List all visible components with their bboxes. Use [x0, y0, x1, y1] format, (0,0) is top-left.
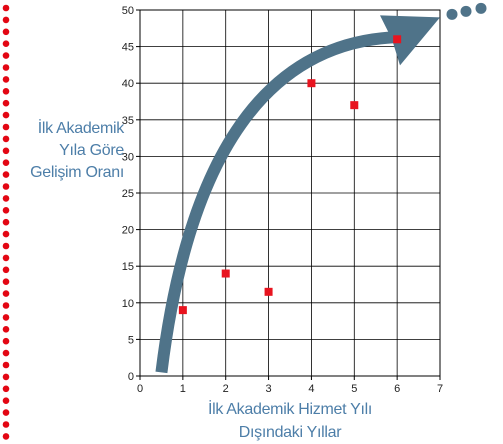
border-dot	[2, 40, 10, 47]
border-dot	[2, 218, 10, 226]
data-point	[350, 101, 359, 110]
y-tick-label: 0	[128, 371, 134, 383]
data-point	[264, 287, 273, 296]
border-dot	[2, 314, 10, 321]
data-point	[221, 269, 230, 278]
border-dot	[2, 135, 10, 143]
x-tick-label: 6	[394, 383, 400, 395]
y-tick-label: 50	[122, 5, 134, 17]
border-dot	[2, 290, 10, 297]
horizontal-gridlines	[140, 46, 440, 340]
border-dot	[2, 326, 10, 333]
data-points	[178, 35, 402, 315]
border-dot	[2, 230, 10, 238]
border-dot	[2, 421, 10, 428]
trend-arrow-shaft	[155, 31, 395, 374]
border-dot	[2, 16, 10, 24]
data-point	[178, 306, 187, 315]
border-dot	[2, 373, 10, 381]
border-dot	[2, 88, 10, 95]
y-tick-label: 25	[122, 188, 134, 200]
x-tick-label: 5	[351, 383, 357, 395]
border-dot	[2, 28, 10, 36]
y-axis-label: İlk Akademik Yıla Göre Gelişim Oranı	[4, 118, 124, 184]
border-dot	[2, 171, 10, 178]
y-axis-label-line: Gelişim Oranı	[30, 164, 124, 181]
border-dot	[2, 254, 10, 262]
y-tick-label: 35	[122, 115, 134, 127]
border-dot	[2, 195, 10, 202]
trail-dot	[475, 2, 487, 14]
data-point	[393, 35, 402, 44]
border-dot	[2, 337, 10, 345]
y-tick-label: 20	[122, 225, 134, 237]
x-tick-label: 0	[137, 383, 143, 395]
y-tick-label: 30	[122, 151, 134, 163]
data-point	[307, 79, 316, 88]
border-dot	[2, 207, 10, 214]
y-tick-label: 5	[128, 334, 134, 346]
border-dot	[2, 302, 10, 309]
x-tick-label: 2	[223, 383, 229, 395]
border-dot	[2, 433, 10, 440]
x-axis-ticks: 0 1 2 3 4 5 6 7	[137, 376, 443, 395]
border-dot	[2, 123, 10, 131]
x-axis-label-line: Dışındaki Yıllar	[238, 424, 342, 441]
y-tick-label: 45	[122, 42, 134, 54]
trail-dot	[446, 8, 458, 20]
border-dot	[2, 183, 10, 190]
x-axis-label-line: İlk Akademik Hizmet Yılı	[207, 401, 373, 418]
border-dot	[2, 409, 10, 416]
trend-arrow	[155, 15, 440, 374]
border-dot	[2, 52, 10, 59]
y-axis-label-line: Yıla Göre	[59, 142, 124, 159]
y-axis-ticks: 0 5 10 15 20 25 30 35 40 45 50	[122, 5, 140, 383]
decorative-dotted-border	[2, 4, 10, 440]
y-tick-label: 15	[122, 261, 134, 273]
border-dot	[2, 278, 10, 286]
trend-arrow-head	[380, 15, 440, 66]
x-tick-label: 3	[266, 383, 272, 395]
border-dot	[2, 111, 10, 119]
y-tick-label: 40	[122, 78, 134, 90]
border-dot	[2, 361, 10, 369]
trail-dot	[460, 5, 472, 17]
border-dot	[2, 4, 10, 12]
x-tick-label: 1	[180, 383, 186, 395]
x-axis-label: İlk Akademik Hizmet Yılı Dışındaki Yılla…	[140, 398, 440, 444]
border-dot	[2, 64, 10, 71]
x-tick-label: 7	[437, 383, 443, 395]
border-dot	[2, 159, 10, 166]
border-dot	[2, 242, 10, 250]
border-dot	[2, 385, 10, 393]
y-tick-label: 10	[122, 298, 134, 310]
border-dot	[2, 266, 10, 274]
border-dot	[2, 397, 10, 405]
arrow-trail-dots	[446, 2, 487, 20]
x-tick-label: 4	[308, 383, 314, 395]
border-dot	[2, 76, 10, 83]
border-dot	[2, 99, 10, 107]
y-axis-label-line: İlk Akademik	[37, 120, 125, 137]
border-dot	[2, 147, 10, 155]
border-dot	[2, 349, 10, 357]
